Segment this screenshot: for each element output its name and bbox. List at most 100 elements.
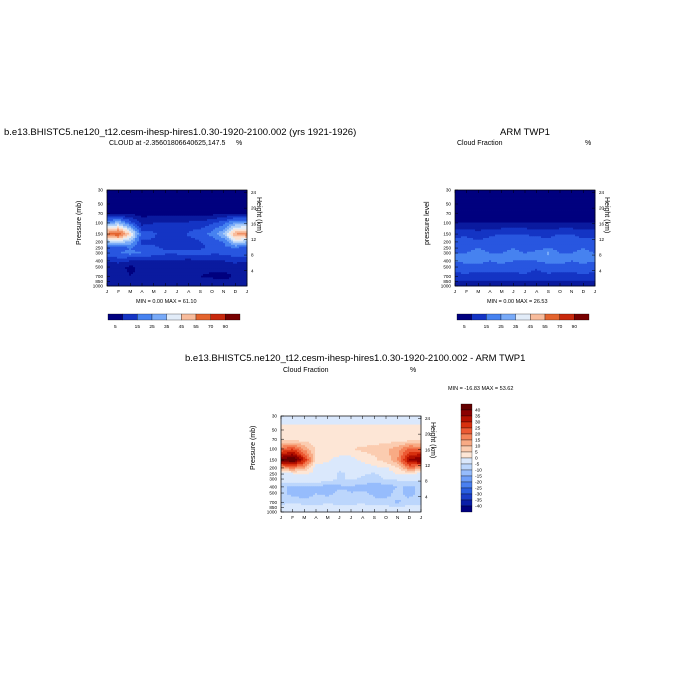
heatmap-cell bbox=[233, 210, 236, 213]
heatmap-cell bbox=[109, 215, 112, 218]
heatmap-cell bbox=[241, 239, 244, 242]
heatmap-cell bbox=[527, 193, 530, 196]
heatmap-cell bbox=[455, 202, 458, 205]
heatmap-cell bbox=[231, 222, 234, 225]
heatmap-cell bbox=[179, 239, 182, 242]
heatmap-cell bbox=[157, 200, 160, 203]
heatmap-cell bbox=[225, 205, 228, 208]
heatmap-cell bbox=[227, 195, 230, 198]
heatmap-cell bbox=[235, 256, 238, 259]
heatmap-cell bbox=[167, 241, 170, 244]
heatmap-cell bbox=[227, 214, 230, 217]
heatmap-cell bbox=[509, 203, 512, 206]
heatmap-cell bbox=[129, 270, 132, 273]
heatmap-cell bbox=[191, 275, 194, 278]
heatmap-cell bbox=[587, 190, 590, 193]
heatmap-cell bbox=[155, 270, 158, 273]
heatmap-cell bbox=[217, 202, 220, 205]
heatmap-cell bbox=[589, 207, 592, 210]
heatmap-cell bbox=[211, 224, 214, 227]
heatmap-cell bbox=[173, 258, 176, 261]
heatmap-cell bbox=[129, 248, 132, 251]
heatmap-cell bbox=[231, 236, 234, 239]
heatmap-cell bbox=[483, 205, 486, 208]
heatmap-cell bbox=[517, 207, 520, 210]
heatmap-cell bbox=[175, 217, 178, 220]
heatmap-cell bbox=[209, 275, 212, 278]
heatmap-cell bbox=[119, 205, 122, 208]
heatmap-cell bbox=[207, 232, 210, 235]
heatmap-cell bbox=[151, 191, 154, 194]
heatmap-cell bbox=[175, 279, 178, 282]
heatmap-cell bbox=[139, 195, 142, 198]
heatmap-cell bbox=[585, 196, 588, 199]
heatmap-cell bbox=[173, 224, 176, 227]
heatmap-cell bbox=[155, 258, 158, 261]
heatmap-cell bbox=[231, 270, 234, 273]
heatmap-cell bbox=[137, 193, 140, 196]
heatmap-cell bbox=[149, 279, 152, 282]
heatmap-cell bbox=[113, 274, 116, 277]
heatmap-cell bbox=[571, 195, 574, 198]
heatmap-cell bbox=[221, 282, 224, 285]
heatmap-cell bbox=[241, 253, 244, 256]
heatmap-cell bbox=[179, 265, 182, 268]
heatmap-cell bbox=[493, 193, 496, 196]
heatmap-cell bbox=[473, 210, 476, 213]
heatmap-cell bbox=[141, 226, 144, 229]
heatmap-cell bbox=[517, 208, 520, 211]
heatmap-cell bbox=[199, 274, 202, 277]
heatmap-cell bbox=[173, 262, 176, 265]
heatmap-cell bbox=[559, 196, 562, 199]
heatmap-cell bbox=[235, 224, 238, 227]
heatmap-cell bbox=[179, 268, 182, 271]
heatmap-cell bbox=[591, 210, 594, 213]
heatmap-cell bbox=[229, 226, 232, 229]
heatmap-cell bbox=[471, 208, 474, 211]
heatmap-cell bbox=[527, 212, 530, 215]
heatmap-cell bbox=[163, 253, 166, 256]
heatmap-cell bbox=[145, 274, 148, 277]
heatmap-cell bbox=[519, 212, 522, 215]
heatmap-cell bbox=[219, 258, 222, 261]
heatmap-cell bbox=[113, 275, 116, 278]
heatmap-cell bbox=[217, 246, 220, 249]
heatmap-cell bbox=[117, 203, 120, 206]
heatmap-cell bbox=[191, 248, 194, 251]
heatmap-cell bbox=[157, 268, 160, 271]
heatmap-cell bbox=[557, 190, 560, 193]
heatmap-cell bbox=[167, 270, 170, 273]
heatmap-cell bbox=[229, 205, 232, 208]
heatmap-cell bbox=[203, 226, 206, 229]
heatmap-cell bbox=[235, 236, 238, 239]
x-tick-label: M bbox=[128, 289, 132, 295]
heatmap-cell bbox=[135, 279, 138, 282]
heatmap-cell bbox=[223, 236, 226, 239]
heatmap-cell bbox=[187, 248, 190, 251]
heatmap-cell bbox=[155, 214, 158, 217]
heatmap-cell bbox=[513, 205, 516, 208]
heatmap-cell bbox=[181, 229, 184, 232]
heatmap-cell bbox=[197, 243, 200, 246]
heatmap-cell bbox=[571, 193, 574, 196]
heatmap-cell bbox=[221, 207, 224, 210]
heatmap-cell bbox=[157, 246, 160, 249]
heatmap-cell bbox=[555, 195, 558, 198]
heatmap-cell bbox=[591, 200, 594, 203]
heatmap-cell bbox=[211, 274, 214, 277]
heatmap-cell bbox=[159, 246, 162, 249]
heatmap-cell bbox=[149, 253, 152, 256]
x-tick-label: M bbox=[152, 289, 156, 295]
heatmap-cell bbox=[493, 207, 496, 210]
heatmap-cell bbox=[495, 196, 498, 199]
heatmap-cell bbox=[165, 256, 168, 259]
heatmap-cell bbox=[183, 250, 186, 253]
heatmap-cell bbox=[245, 219, 248, 222]
heatmap-cell bbox=[201, 202, 204, 205]
heatmap-cell bbox=[561, 208, 564, 211]
heatmap-cell bbox=[107, 229, 110, 232]
heatmap-cell bbox=[239, 244, 242, 247]
heatmap-cell bbox=[217, 217, 220, 220]
heatmap-cell bbox=[225, 272, 228, 275]
heatmap-cell bbox=[239, 277, 242, 280]
